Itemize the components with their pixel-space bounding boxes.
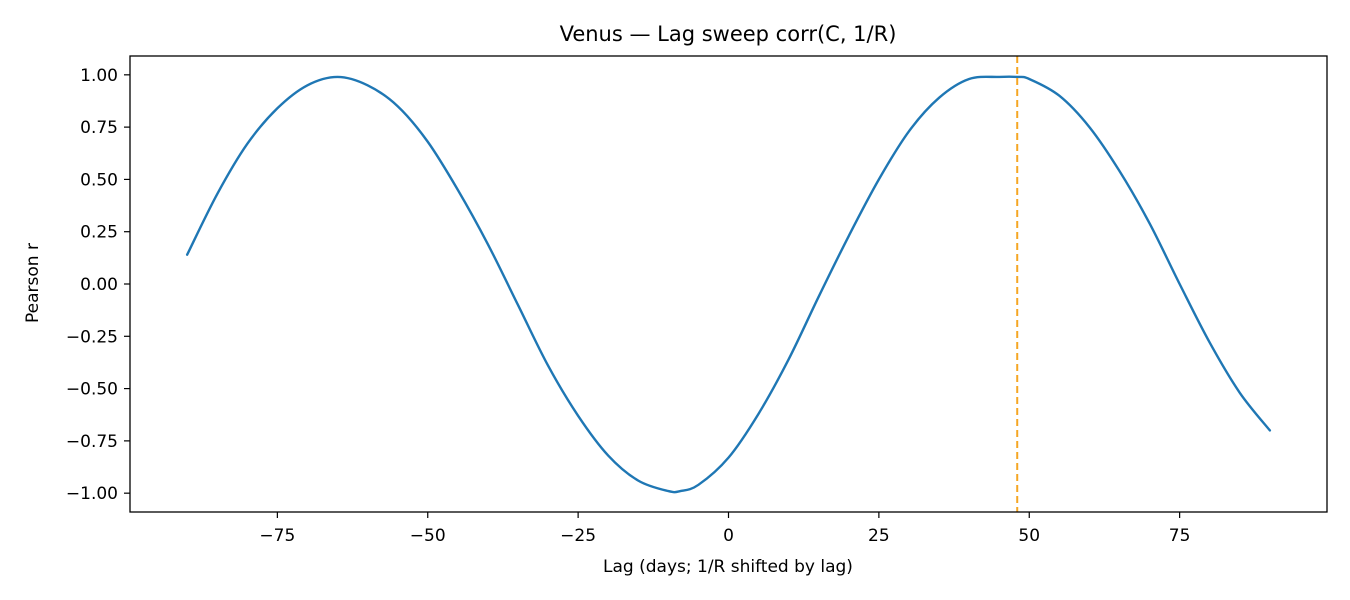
y-tick-label: 0.25	[80, 223, 118, 243]
y-tick-label: 0.50	[80, 170, 118, 190]
x-tick-label: −25	[560, 526, 596, 546]
x-tick-label: −50	[410, 526, 446, 546]
y-tick-label: −0.25	[66, 327, 118, 347]
y-axis-title: Pearson r	[23, 243, 43, 323]
chart-title: Venus — Lag sweep corr(C, 1/R)	[560, 22, 897, 46]
x-tick-label: 25	[868, 526, 890, 546]
x-tick-label: −75	[259, 526, 295, 546]
series-line-0	[185, 75, 1272, 494]
y-tick-label: 1.00	[80, 66, 118, 86]
x-axis-title: Lag (days; 1/R shifted by lag)	[603, 557, 853, 577]
y-tick-label: 0.00	[80, 275, 118, 295]
x-axis-ticks: −75 −50 −25 0 25 50 75	[259, 512, 1190, 546]
x-tick-label: 0	[723, 526, 734, 546]
y-tick-label: −0.50	[66, 380, 118, 400]
x-tick-label: 50	[1018, 526, 1040, 546]
y-tick-label: −0.75	[66, 432, 118, 452]
y-tick-label: 0.75	[80, 118, 118, 138]
y-axis-ticks: 1.00 0.75 0.50 0.25 0.00 −0.25 −0.50 −0.75 −1.00	[66, 66, 130, 504]
y-tick-label: −1.00	[66, 484, 118, 504]
plot-frame	[129, 55, 1328, 513]
plot-area	[129, 55, 1328, 513]
x-tick-label: 75	[1169, 526, 1191, 546]
